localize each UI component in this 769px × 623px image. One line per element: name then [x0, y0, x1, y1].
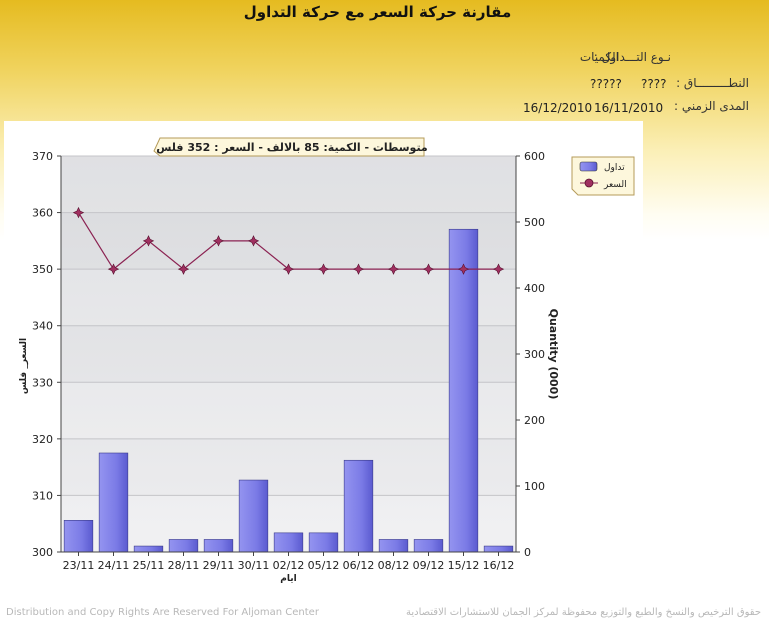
period-to-value: 16/12/2010 [523, 101, 593, 115]
left-tick-label: 330 [32, 376, 53, 389]
period-label: المدى الزمني : [674, 99, 749, 113]
x-tick-label: 06/12 [343, 559, 375, 572]
price-point [177, 263, 190, 275]
volume-bar [273, 532, 304, 553]
x-tick-label: 30/11 [238, 559, 270, 572]
range-from-value: ???? [641, 77, 667, 91]
right-axis-title: Quantity (000) [547, 309, 560, 400]
x-tick-label: 24/11 [98, 559, 130, 572]
price-point [387, 263, 400, 275]
grid-band [61, 269, 516, 326]
x-tick-label: 09/12 [413, 559, 445, 572]
left-tick-label: 310 [32, 489, 53, 502]
x-tick-label: 23/11 [63, 559, 95, 572]
price-point [142, 235, 155, 247]
volume-bar [343, 459, 374, 553]
trade-type-value: الكميات [579, 50, 619, 64]
chart-panel: 300 310 320 330 340 350 360 370 0 100 200 300 400 500… [4, 121, 643, 593]
x-tick-label: 05/12 [308, 559, 340, 572]
x-tick-label: 15/12 [448, 559, 480, 572]
footer-copyright-en: Distribution and Copy Rights Are Reserve… [6, 607, 319, 618]
right-tick-label: 300 [524, 348, 545, 361]
x-tick-label: 29/11 [203, 559, 235, 572]
price-point [457, 263, 470, 275]
volume-bar [413, 539, 444, 553]
price-point [247, 235, 260, 247]
x-tick-label: 02/12 [273, 559, 305, 572]
left-tick-label: 370 [32, 150, 53, 163]
range-to-value: ????? [590, 77, 622, 91]
range-label: النطـــــــــاق : [676, 76, 749, 90]
price-point [212, 235, 225, 247]
right-tick-label: 200 [524, 414, 545, 427]
legend-line-marker [584, 178, 594, 188]
x-tick-label: 25/11 [133, 559, 165, 572]
volume-bar [168, 539, 199, 553]
price-point [282, 263, 295, 275]
right-tick-label: 0 [524, 546, 531, 559]
price-point [107, 263, 120, 275]
footer-copyright-ar: حقوق الترخيص والنسخ والطبع والتوزيع محفو… [405, 607, 761, 618]
price-point [352, 263, 365, 275]
volume-bar [378, 539, 409, 553]
left-tick-label: 300 [32, 546, 53, 559]
trade-type-label: نـوع التـــداول : [593, 50, 671, 64]
grid-band [61, 382, 516, 439]
x-axis-title: ايام [280, 574, 296, 584]
price-point [422, 263, 435, 275]
period-from-value: 16/11/2010 [594, 101, 664, 115]
x-tick-label: 16/12 [483, 559, 515, 572]
legend-bar-swatch [579, 161, 598, 172]
volume-bar [238, 479, 269, 553]
right-tick-label: 500 [524, 216, 545, 229]
x-tick-label: 28/11 [168, 559, 200, 572]
volume-bar [483, 545, 514, 553]
page-title: مقارنة حركة السعر مع حركة التداول [243, 3, 512, 21]
left-tick-label: 320 [32, 433, 53, 446]
left-axis-title: السعر_ فلس [19, 338, 29, 394]
price-point [492, 263, 505, 275]
right-tick-label: 400 [524, 282, 545, 295]
volume-bar [448, 228, 479, 553]
volume-bar [63, 520, 94, 553]
volume-bar [133, 545, 164, 553]
price-point [72, 206, 85, 219]
left-tick-label: 350 [32, 263, 53, 276]
plot-area [60, 155, 517, 553]
left-tick-label: 340 [32, 320, 53, 333]
price-point [317, 263, 330, 275]
volume-bar [98, 452, 129, 553]
chart-title-box [153, 137, 425, 157]
right-tick-label: 600 [524, 150, 545, 163]
price-volume-chart: 300 310 320 330 340 350 360 370 0 100 200 300 400 500… [19, 137, 635, 584]
x-tick-label: 08/12 [378, 559, 410, 572]
legend-line-label: السعر [603, 180, 627, 190]
legend-bar-label: تداول [604, 163, 625, 173]
volume-bar [308, 532, 339, 553]
right-tick-label: 100 [524, 480, 545, 493]
volume-bar [203, 539, 234, 553]
left-tick-label: 360 [32, 207, 53, 220]
grid-band [61, 156, 516, 213]
chart-title: متوسطات - الكمية: 85 بالالف - السعر : 35… [156, 141, 428, 154]
